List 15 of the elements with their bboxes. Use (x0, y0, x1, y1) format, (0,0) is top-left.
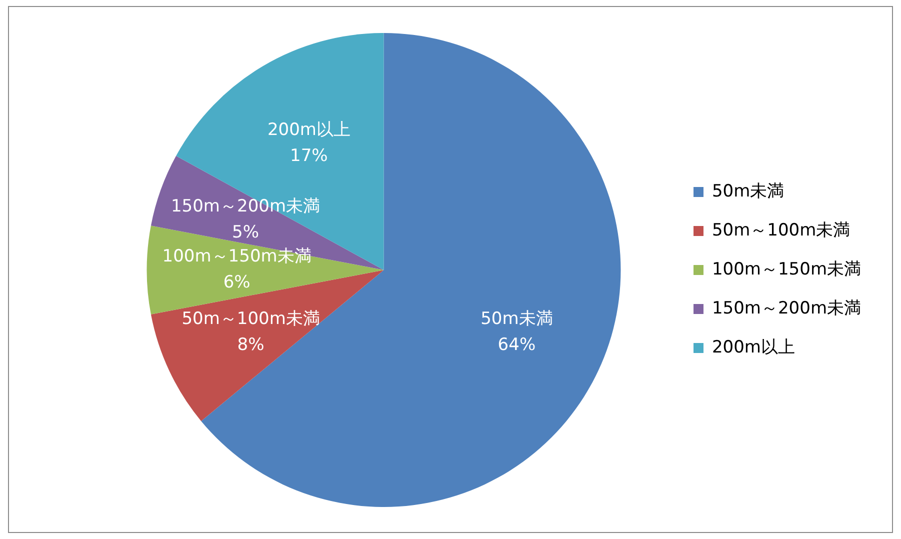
data-label: 5% (232, 222, 259, 243)
slice-label: 200m以上 (267, 120, 350, 140)
legend-label: 100m～150m未満 (712, 259, 861, 280)
slice-label: 50m未満 (480, 308, 553, 329)
legend-label: 50m未満 (712, 181, 784, 202)
data-label: 6% (223, 272, 250, 292)
slice-label: 50m～100m未満 (182, 308, 320, 329)
data-label: 8% (237, 334, 264, 355)
legend-label: 150m～200m未満 (712, 298, 861, 318)
legend-label: 200m以上 (712, 337, 795, 358)
slice-label: 100m～150m未満 (162, 246, 312, 266)
data-label: 64% (498, 334, 536, 355)
slice-label: 150m～200m未満 (170, 196, 320, 217)
legend-label: 50m～100m未満 (712, 220, 850, 240)
data-label: 17% (290, 146, 328, 166)
